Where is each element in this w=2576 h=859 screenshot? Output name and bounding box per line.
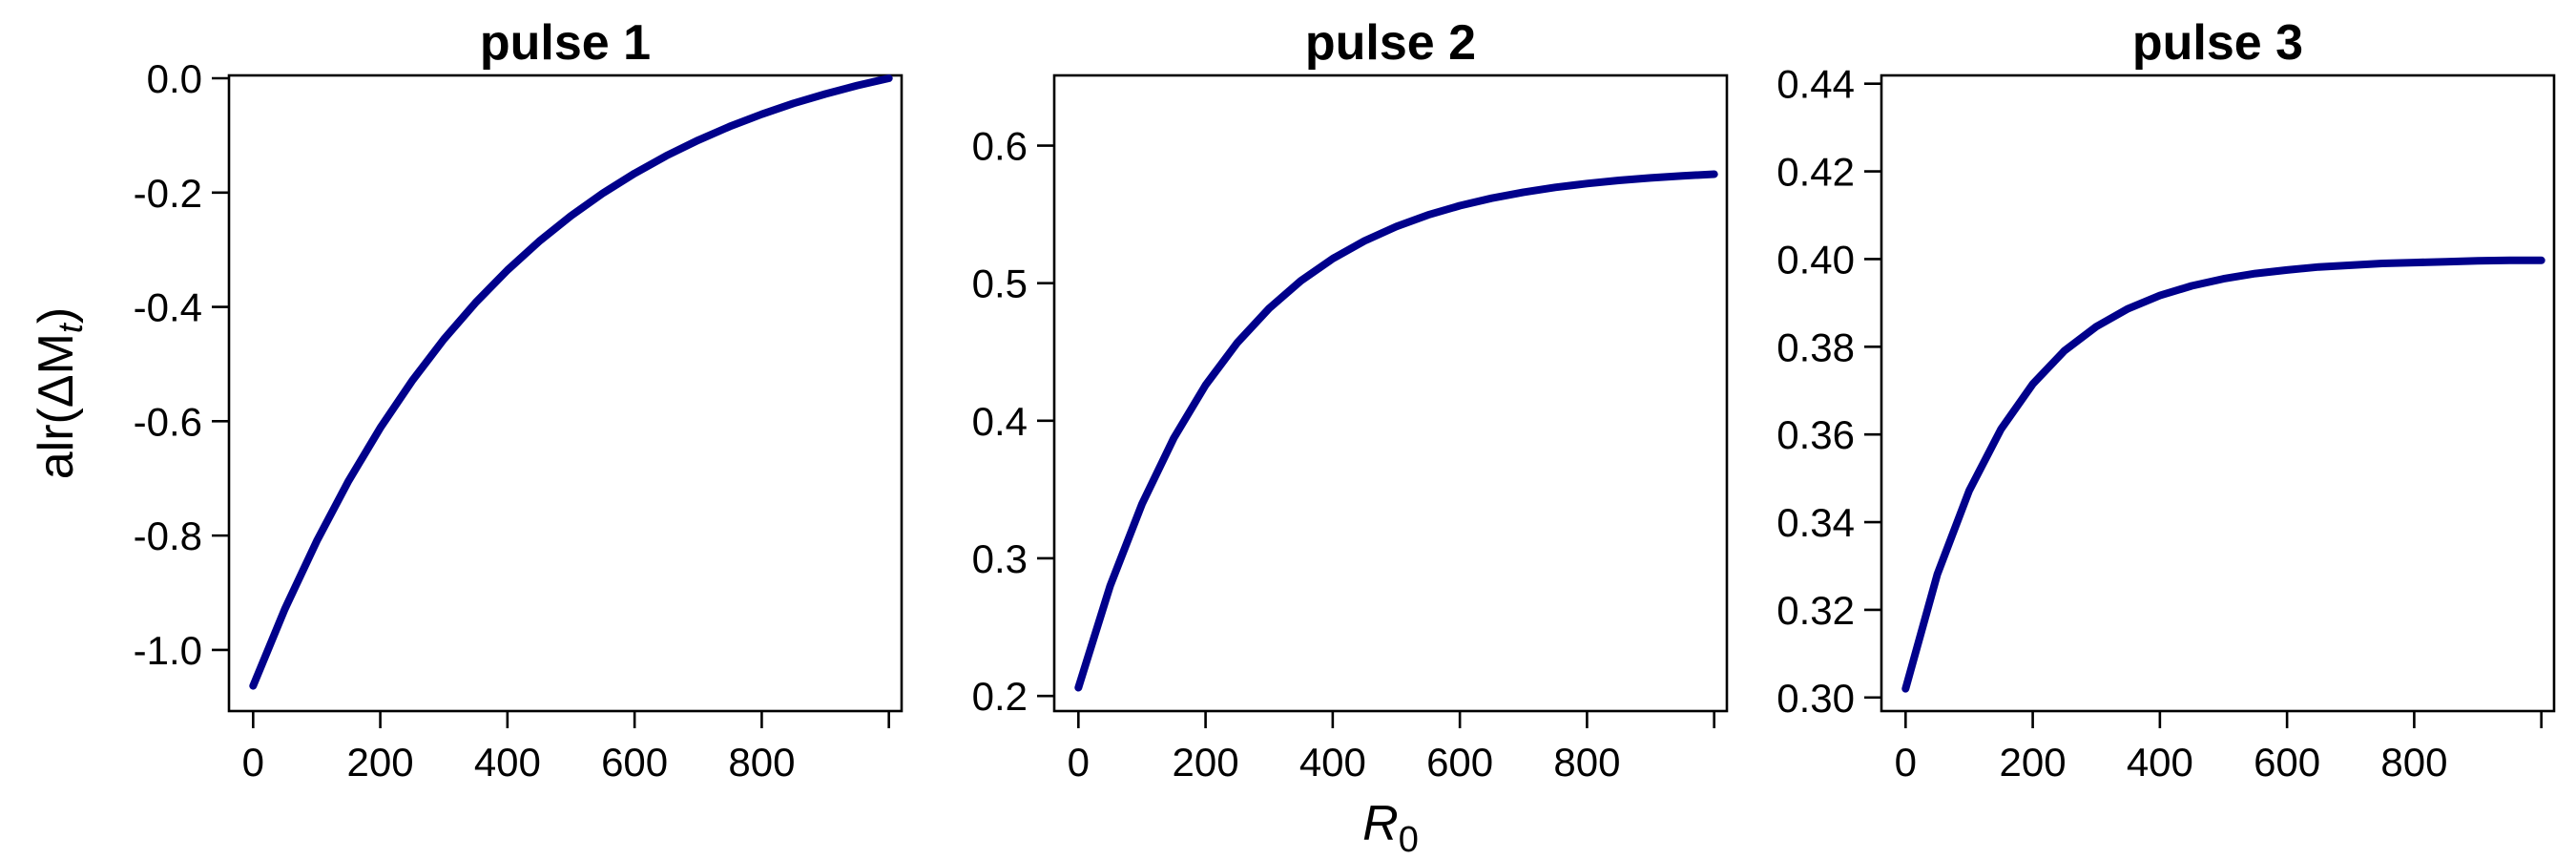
x-tick-label: 400 xyxy=(474,740,541,785)
x-tick-label: 200 xyxy=(2000,740,2067,785)
y-tick-label: 0.44 xyxy=(1776,62,1855,107)
x-axis-label-subscript: 0 xyxy=(1399,820,1419,859)
y-tick-label: -1.0 xyxy=(134,628,202,673)
y-axis-label-main: alr(ΔM xyxy=(29,333,84,479)
x-axis-label: R0 xyxy=(1362,796,1419,859)
panel-1: pulse 1 0 200 400 600 800 0.0 -0.2 -0.4 -0.6 -0.8 -… xyxy=(29,15,904,785)
plot-frame xyxy=(227,73,904,713)
y-tick-label: 0.5 xyxy=(972,262,1028,306)
x-tick-label: 800 xyxy=(1553,740,1620,785)
y-axis-label-subscript: t xyxy=(51,322,90,333)
plot-frame xyxy=(1052,73,1729,713)
y-tick-label: 0.4 xyxy=(972,399,1028,444)
series-line xyxy=(1901,256,2545,693)
y-tick-label: 0.40 xyxy=(1776,237,1855,282)
series-line xyxy=(249,74,893,690)
x-axis-label-main: R xyxy=(1362,796,1399,851)
y-tick-label: -0.2 xyxy=(134,171,202,216)
x-tick-label: 600 xyxy=(1426,740,1493,785)
x-tick-label: 600 xyxy=(2254,740,2320,785)
x-tick-label: 400 xyxy=(1299,740,1366,785)
y-axis-label: alr(ΔMt) xyxy=(29,307,90,480)
chart-title: pulse 1 xyxy=(480,15,651,71)
y-tick-label: 0.6 xyxy=(972,124,1028,169)
x-tick-label: 200 xyxy=(347,740,414,785)
x-tick-label: 400 xyxy=(2127,740,2193,785)
chart-title: pulse 3 xyxy=(2132,15,2303,71)
plot-frame xyxy=(1880,73,2556,713)
y-tick-label: 0.3 xyxy=(972,536,1028,581)
x-tick-label: 0 xyxy=(242,740,264,785)
y-tick-label: 0.30 xyxy=(1776,676,1855,721)
series-line xyxy=(1074,170,1718,692)
x-tick-label: 800 xyxy=(2380,740,2447,785)
y-tick-label: 0.38 xyxy=(1776,325,1855,369)
x-tick-label: 0 xyxy=(1895,740,1917,785)
chart-title: pulse 2 xyxy=(1305,15,1476,71)
y-tick-label: 0.36 xyxy=(1776,412,1855,457)
x-tick-label: 600 xyxy=(601,740,668,785)
x-tick-label: 0 xyxy=(1068,740,1090,785)
y-tick-label: -0.8 xyxy=(134,513,202,558)
y-tick-label: 0.2 xyxy=(972,674,1028,719)
y-tick-label: 0.0 xyxy=(147,56,202,101)
panel-3: pulse 3 0 200 400 600 800 0.30 0.32 0.34 0.36 0.38… xyxy=(1776,15,2556,785)
y-tick-label: 0.42 xyxy=(1776,150,1855,195)
y-tick-label: -0.6 xyxy=(134,399,202,444)
y-tick-label: -0.4 xyxy=(134,285,202,330)
y-tick-label: 0.32 xyxy=(1776,588,1855,633)
y-tick-label: 0.34 xyxy=(1776,500,1855,545)
x-tick-label: 200 xyxy=(1173,740,1239,785)
x-tick-label: 800 xyxy=(728,740,795,785)
y-axis-label-close: ) xyxy=(29,307,84,324)
